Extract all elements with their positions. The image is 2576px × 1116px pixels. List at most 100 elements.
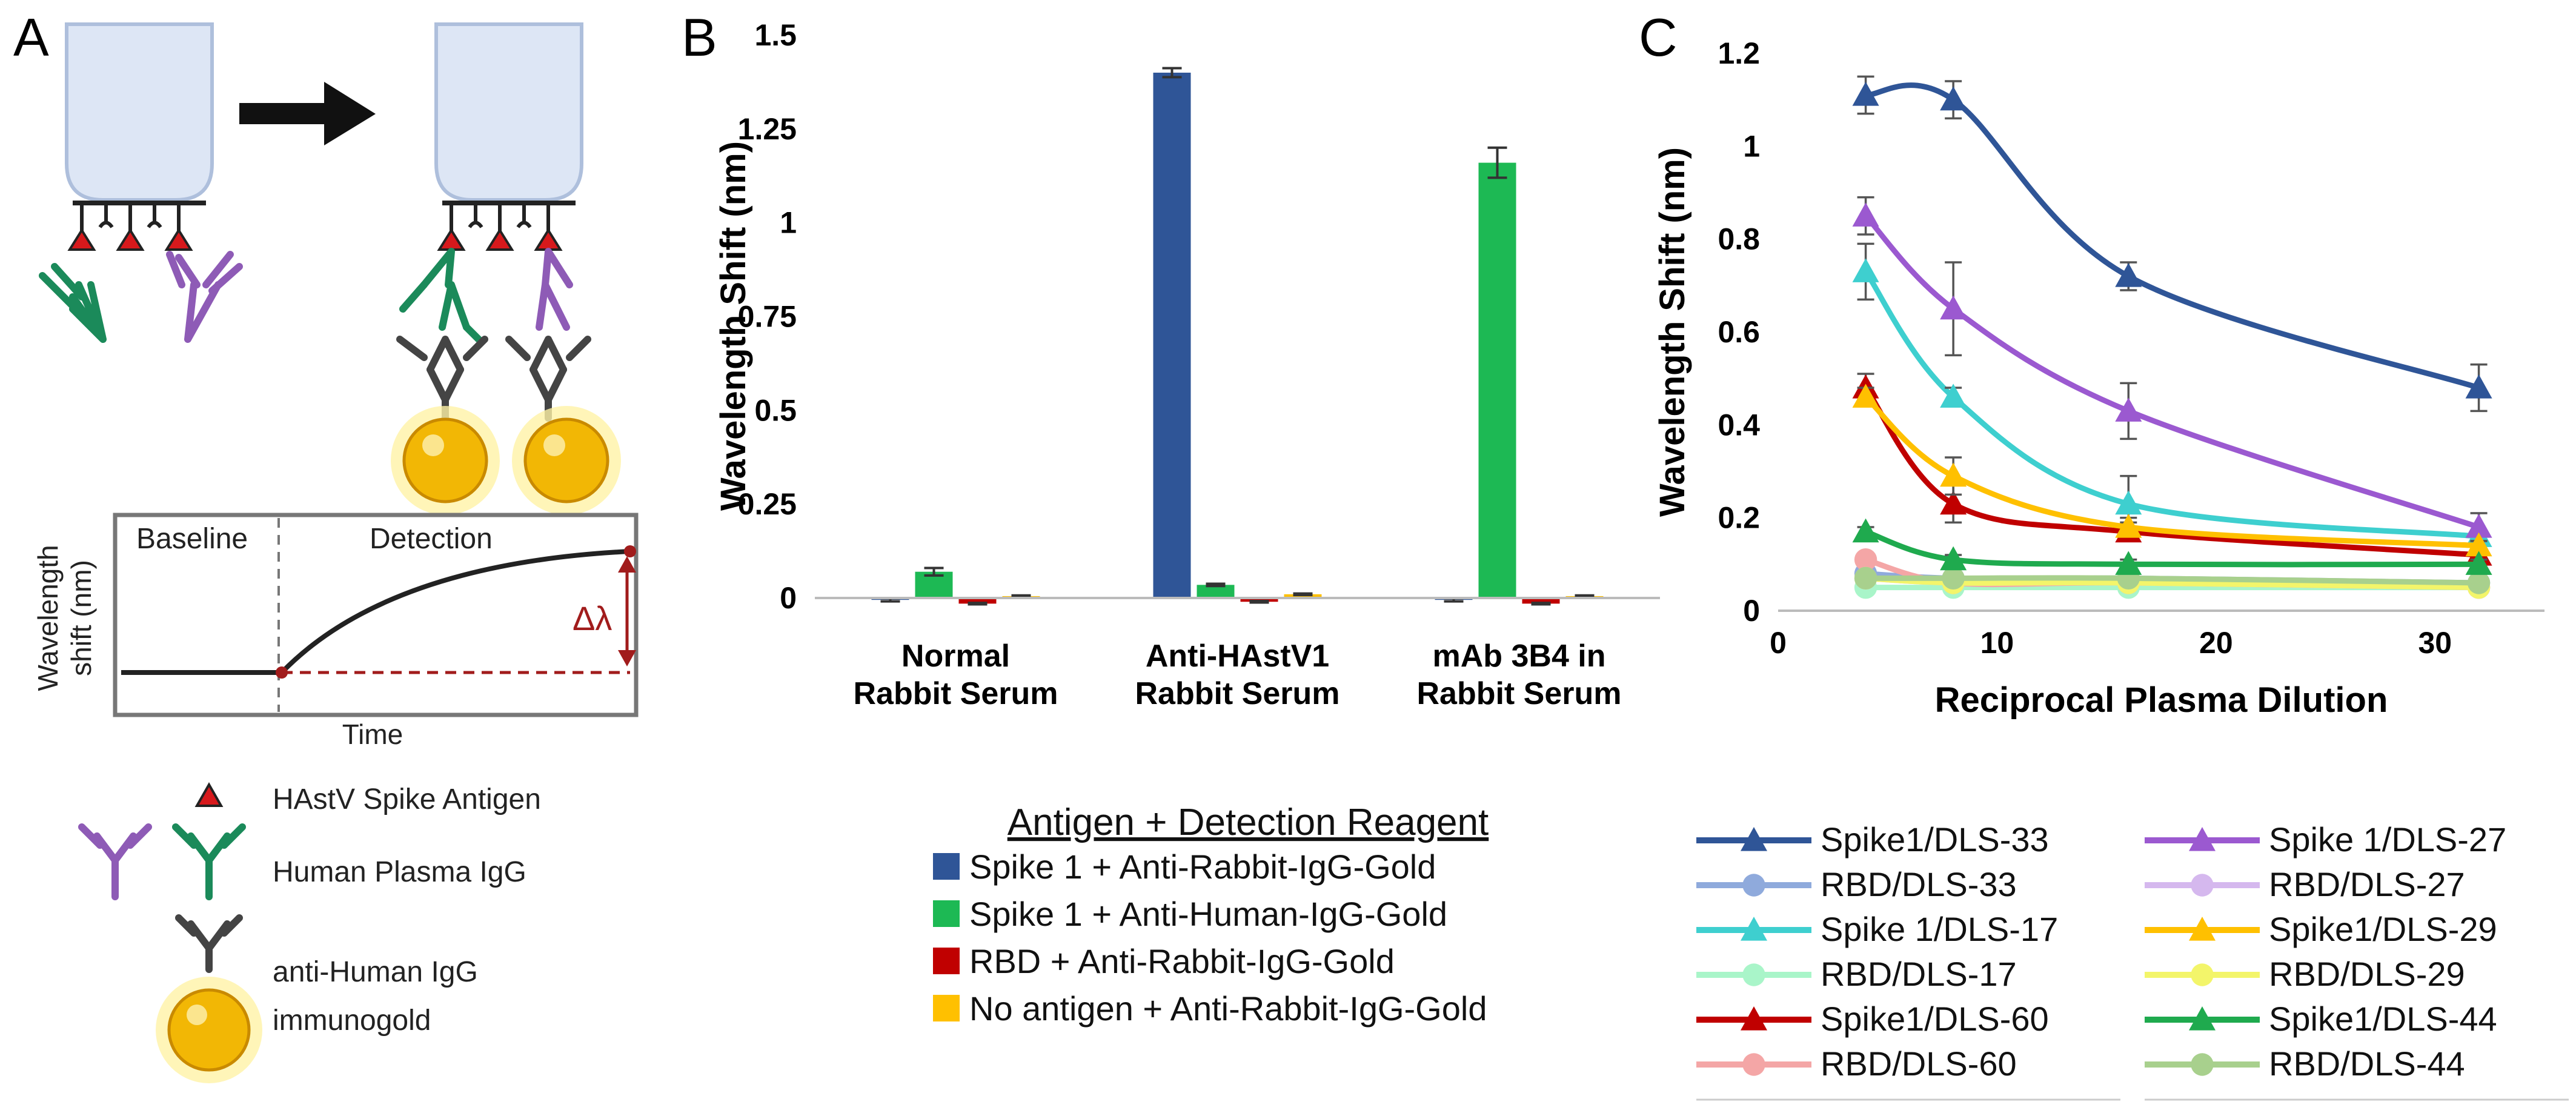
line-y-tick-label: 1 bbox=[1743, 129, 1760, 163]
gold-nanoparticle-icon bbox=[523, 417, 609, 503]
series-line bbox=[1865, 529, 2479, 568]
triangle-marker bbox=[1940, 490, 1967, 515]
arrow-icon bbox=[239, 82, 376, 145]
gold-nanoparticle-icon bbox=[402, 417, 488, 503]
line-x-tick-label: 20 bbox=[2199, 626, 2233, 660]
triangle-marker bbox=[2189, 917, 2216, 941]
bar-category-label: Rabbit Serum bbox=[1135, 676, 1339, 711]
series-Spike1/DLS-44 bbox=[1852, 518, 2492, 575]
bar-legend-item: No antigen + Anti-Rabbit-IgG-Gold bbox=[969, 989, 1487, 1028]
bar-category-label: Rabbit Serum bbox=[1416, 676, 1621, 711]
delta-lambda-label: Δλ bbox=[573, 599, 612, 637]
line-y-tick-label: 0 bbox=[1743, 594, 1760, 628]
line-y-tick-label: 0.4 bbox=[1718, 408, 1760, 442]
bar-category-label: Normal bbox=[901, 639, 1010, 674]
legend-swatch bbox=[933, 853, 960, 880]
triangle-marker bbox=[1741, 827, 1767, 851]
legend-igg-label: Human Plasma IgG bbox=[273, 856, 526, 888]
line-legend-item: RBD/DLS-33 bbox=[1821, 865, 2017, 903]
panel-c-letter: C bbox=[1639, 7, 1678, 67]
triangle-marker bbox=[1852, 518, 1879, 543]
antigen-triangle-icon bbox=[116, 228, 145, 251]
triangle-marker bbox=[1940, 86, 1967, 111]
circle-marker bbox=[1854, 548, 1877, 571]
bar-y-tick-label: 0 bbox=[780, 581, 797, 615]
triangle-marker bbox=[1940, 295, 1967, 320]
circle-marker bbox=[1742, 1053, 1765, 1076]
series-line bbox=[1865, 82, 2480, 391]
circle-marker bbox=[1942, 566, 1965, 590]
triangle-marker bbox=[2115, 490, 2142, 515]
line-legend-item: RBD/DLS-17 bbox=[1821, 955, 2017, 993]
line-legend-item: Spike1/DLS-60 bbox=[1821, 1000, 2049, 1038]
line-legend-item: Spike 1/DLS-27 bbox=[2269, 820, 2506, 859]
bar-legend-item: Spike 1 + Anti-Rabbit-IgG-Gold bbox=[969, 848, 1436, 886]
line-legend-item: Spike1/DLS-29 bbox=[2269, 910, 2497, 948]
circle-marker bbox=[1742, 874, 1765, 897]
triangle-marker bbox=[2115, 263, 2142, 287]
triangle-marker bbox=[2115, 551, 2142, 575]
bar bbox=[1522, 598, 1560, 604]
series-line bbox=[1864, 214, 2480, 530]
series-Spike1/DLS-33 bbox=[1852, 75, 2492, 413]
line-legend-item: RBD/DLS-44 bbox=[2269, 1045, 2465, 1083]
triangle-marker bbox=[1741, 917, 1767, 941]
legend-antigen-label: HAstV Spike Antigen bbox=[273, 783, 541, 815]
series-line bbox=[1863, 386, 2479, 558]
bar bbox=[1197, 585, 1235, 599]
igg-green-icon bbox=[39, 263, 107, 343]
immunogold-legend-icon bbox=[167, 988, 251, 1072]
panel-a-letter: A bbox=[13, 7, 49, 67]
line-x-tick-label: 30 bbox=[2418, 626, 2452, 660]
line-chart-plot bbox=[1852, 75, 2492, 599]
triangle-marker bbox=[2465, 532, 2492, 557]
bar-category-label: Rabbit Serum bbox=[853, 676, 1058, 711]
triangle-marker bbox=[1852, 258, 1879, 282]
circle-marker bbox=[2191, 874, 2214, 897]
panel-a: A bbox=[13, 7, 639, 1083]
sensorgram-xlabel: Time bbox=[342, 719, 403, 750]
bar-legend-item: RBD + Anti-Rabbit-IgG-Gold bbox=[969, 942, 1395, 980]
line-x-axis-title: Reciprocal Plasma Dilution bbox=[1935, 680, 2388, 720]
bar-category-label: Anti-HAstV1 bbox=[1146, 639, 1329, 674]
biosensor-tip-right bbox=[391, 22, 621, 515]
detection-label: Detection bbox=[370, 523, 493, 555]
igg-purple-legend-icon bbox=[78, 823, 152, 900]
legend-gold-label-2: immunogold bbox=[273, 1005, 431, 1037]
triangle-marker bbox=[2189, 1006, 2216, 1031]
series-line bbox=[1864, 394, 2479, 549]
line-legend-item: RBD/DLS-29 bbox=[2269, 955, 2465, 993]
baseline-label: Baseline bbox=[136, 523, 248, 555]
line-legend-item: Spike 1/DLS-17 bbox=[1821, 910, 2058, 948]
bar-legend: Spike 1 + Anti-Rabbit-IgG-Gold Spike 1 + … bbox=[933, 848, 1487, 1028]
bar-legend-item: Spike 1 + Anti-Human-IgG-Gold bbox=[969, 895, 1447, 933]
igg-green-legend-icon bbox=[172, 823, 246, 900]
triangle-marker bbox=[2465, 374, 2492, 399]
sensorgram-ylabel-1: Wavelength bbox=[32, 545, 64, 691]
igg-purple-icon bbox=[166, 251, 243, 343]
triangle-marker bbox=[1741, 1006, 1767, 1031]
line-y-tick-label: 0.8 bbox=[1718, 222, 1760, 256]
bar-y-tick-label: 1.25 bbox=[738, 112, 797, 146]
bar-y-ticks: 1.5 1.25 1 0.75 0.5 0.25 0 bbox=[738, 18, 797, 615]
bar bbox=[958, 598, 997, 604]
bar bbox=[1478, 162, 1516, 599]
bar-y-axis-title: Wavelength Shift (nm) bbox=[714, 141, 753, 511]
antigen-triangle-icon bbox=[67, 228, 96, 251]
legend-gold-label-1: anti-Human IgG bbox=[273, 956, 478, 988]
triangle-marker bbox=[2115, 514, 2142, 538]
line-y-axis-title: Wavelength Shift (nm) bbox=[1653, 147, 1692, 517]
anti-human-igg-icon bbox=[175, 914, 243, 973]
panel-a-legend: HAstV Spike Antigen Human Plasma IgG ant… bbox=[78, 782, 541, 1083]
line-legend-item: Spike1/DLS-44 bbox=[2269, 1000, 2497, 1038]
triangle-marker bbox=[1852, 384, 1879, 408]
bar-y-tick-label: 0.25 bbox=[738, 487, 797, 521]
line-y-tick-label: 0.6 bbox=[1718, 315, 1760, 349]
line-legend: Spike1/DLS-33 RBD/DLS-33 Spike 1/DLS-17 RBD… bbox=[1696, 820, 2569, 1101]
bar-category-label: mAb 3B4 in bbox=[1432, 639, 1605, 674]
series-Spike1/DLS-29 bbox=[1852, 384, 2492, 557]
sensorgram-inset: Baseline Detection Δλ Wavelength shift (… bbox=[32, 513, 639, 750]
legend-swatch bbox=[933, 995, 960, 1021]
triangle-marker bbox=[2189, 827, 2216, 851]
